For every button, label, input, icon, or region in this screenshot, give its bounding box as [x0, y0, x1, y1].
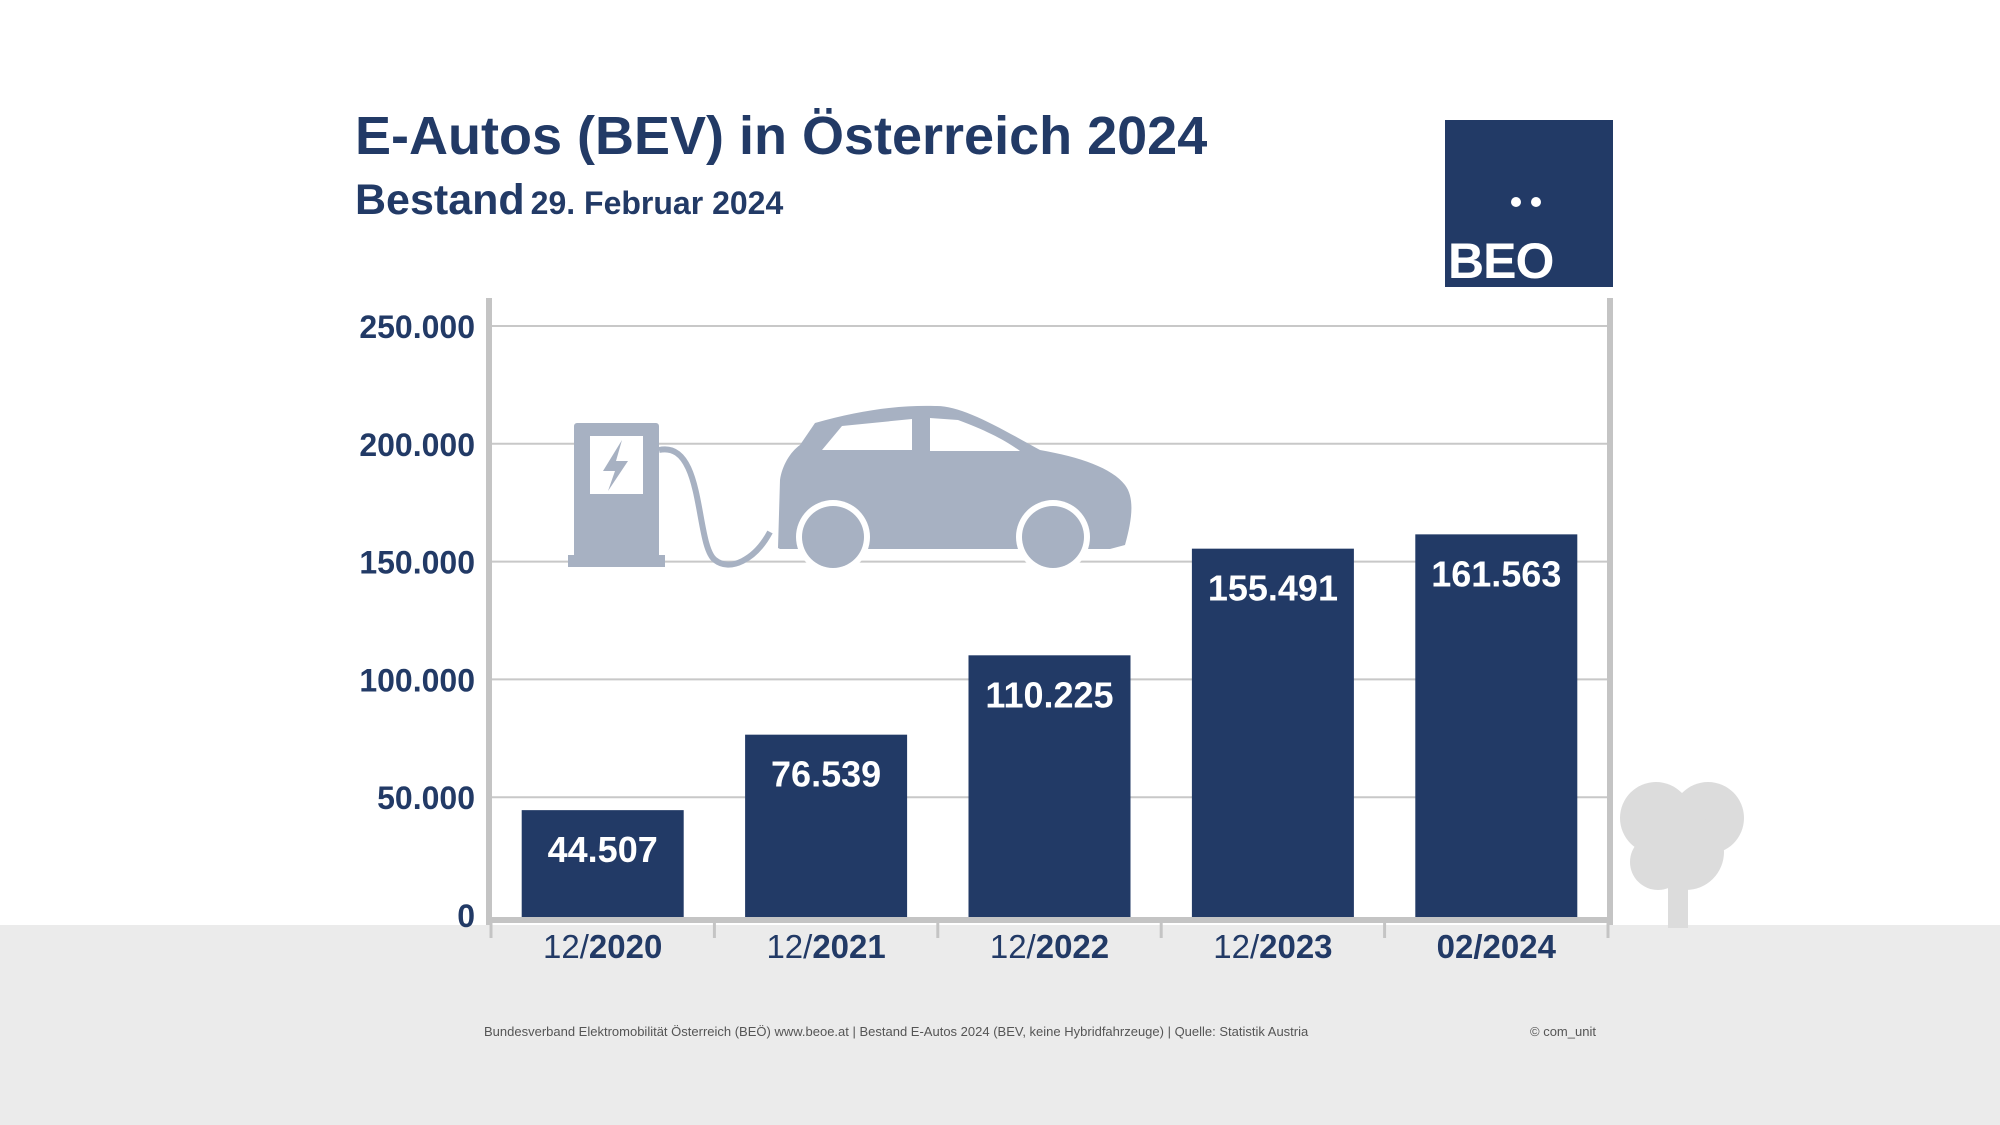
x-tick-label-year: 2020 — [589, 928, 662, 965]
car-wheel-rear — [802, 506, 864, 568]
chart-title: E-Autos (BEV) in Österreich 2024 — [355, 106, 1208, 166]
logo-umlaut-dot-right — [1531, 197, 1541, 207]
x-tick-label: 12/2022 — [990, 928, 1109, 965]
y-tick-label: 250.000 — [359, 309, 475, 345]
y-tick-label: 150.000 — [359, 545, 475, 581]
x-tick-label: 12/2020 — [543, 928, 662, 965]
bar — [1191, 548, 1354, 917]
y-tick-label: 0 — [457, 898, 475, 934]
car-wheel-front — [1022, 506, 1084, 568]
y-tick-label: 50.000 — [377, 780, 475, 816]
x-tick-label-year: 02/2024 — [1437, 928, 1557, 965]
footer-source: Bundesverband Elektromobilität Österreic… — [484, 1024, 1309, 1039]
lightning-icon — [603, 440, 628, 491]
x-tick-label-prefix: 12/ — [766, 928, 813, 965]
bars: 44.507 76.539 110.225 155.491 161.563 — [521, 534, 1578, 917]
subtitle-date: 29. Februar 2024 — [530, 185, 784, 221]
x-tick-label: 12/2021 — [766, 928, 885, 965]
logo-text: BEO — [1448, 233, 1554, 289]
tree-crown — [1630, 834, 1686, 890]
bar — [968, 655, 1131, 917]
ground-strip — [0, 925, 2000, 1125]
chart-subtitle: Bestand 29. Februar 2024 — [355, 176, 783, 225]
x-tick-label-year: 2022 — [1036, 928, 1109, 965]
x-tick-label-prefix: 12/ — [543, 928, 590, 965]
subtitle-main: Bestand — [355, 176, 525, 224]
logo-umlaut-dot-left — [1511, 197, 1521, 207]
tree-illustration — [1620, 782, 1744, 928]
car-window-front — [822, 419, 912, 450]
bar — [521, 810, 684, 917]
bar — [1415, 534, 1578, 917]
charging-illustration — [568, 405, 1132, 574]
y-tick-label: 200.000 — [359, 427, 475, 463]
axes: 0 50.000 100.000 150.000 200.000 250.000 12/20… — [359, 298, 1613, 965]
x-tick-label-year: 2023 — [1259, 928, 1332, 965]
x-tick-label: 12/2023 — [1213, 928, 1332, 965]
car-window-rear — [930, 418, 1020, 451]
x-tick-label-prefix: 12/ — [990, 928, 1037, 965]
x-tick-label-year: 2021 — [812, 928, 885, 965]
bar-value-label: 76.539 — [771, 754, 881, 795]
bar-value-label: 110.225 — [985, 674, 1113, 715]
bar — [745, 734, 908, 917]
bar-value-label: 44.507 — [548, 829, 658, 870]
beo-logo: BEO — [1445, 120, 1613, 289]
x-tick-label: 02/2024 — [1437, 928, 1557, 965]
x-tick-label-prefix: 12/ — [1213, 928, 1260, 965]
footer-copyright: © com_unit — [1530, 1024, 1596, 1039]
bar-value-label: 161.563 — [1431, 553, 1561, 594]
y-tick-label: 100.000 — [359, 662, 475, 698]
charging-cable — [658, 446, 773, 568]
bar-value-label: 155.491 — [1208, 568, 1338, 609]
